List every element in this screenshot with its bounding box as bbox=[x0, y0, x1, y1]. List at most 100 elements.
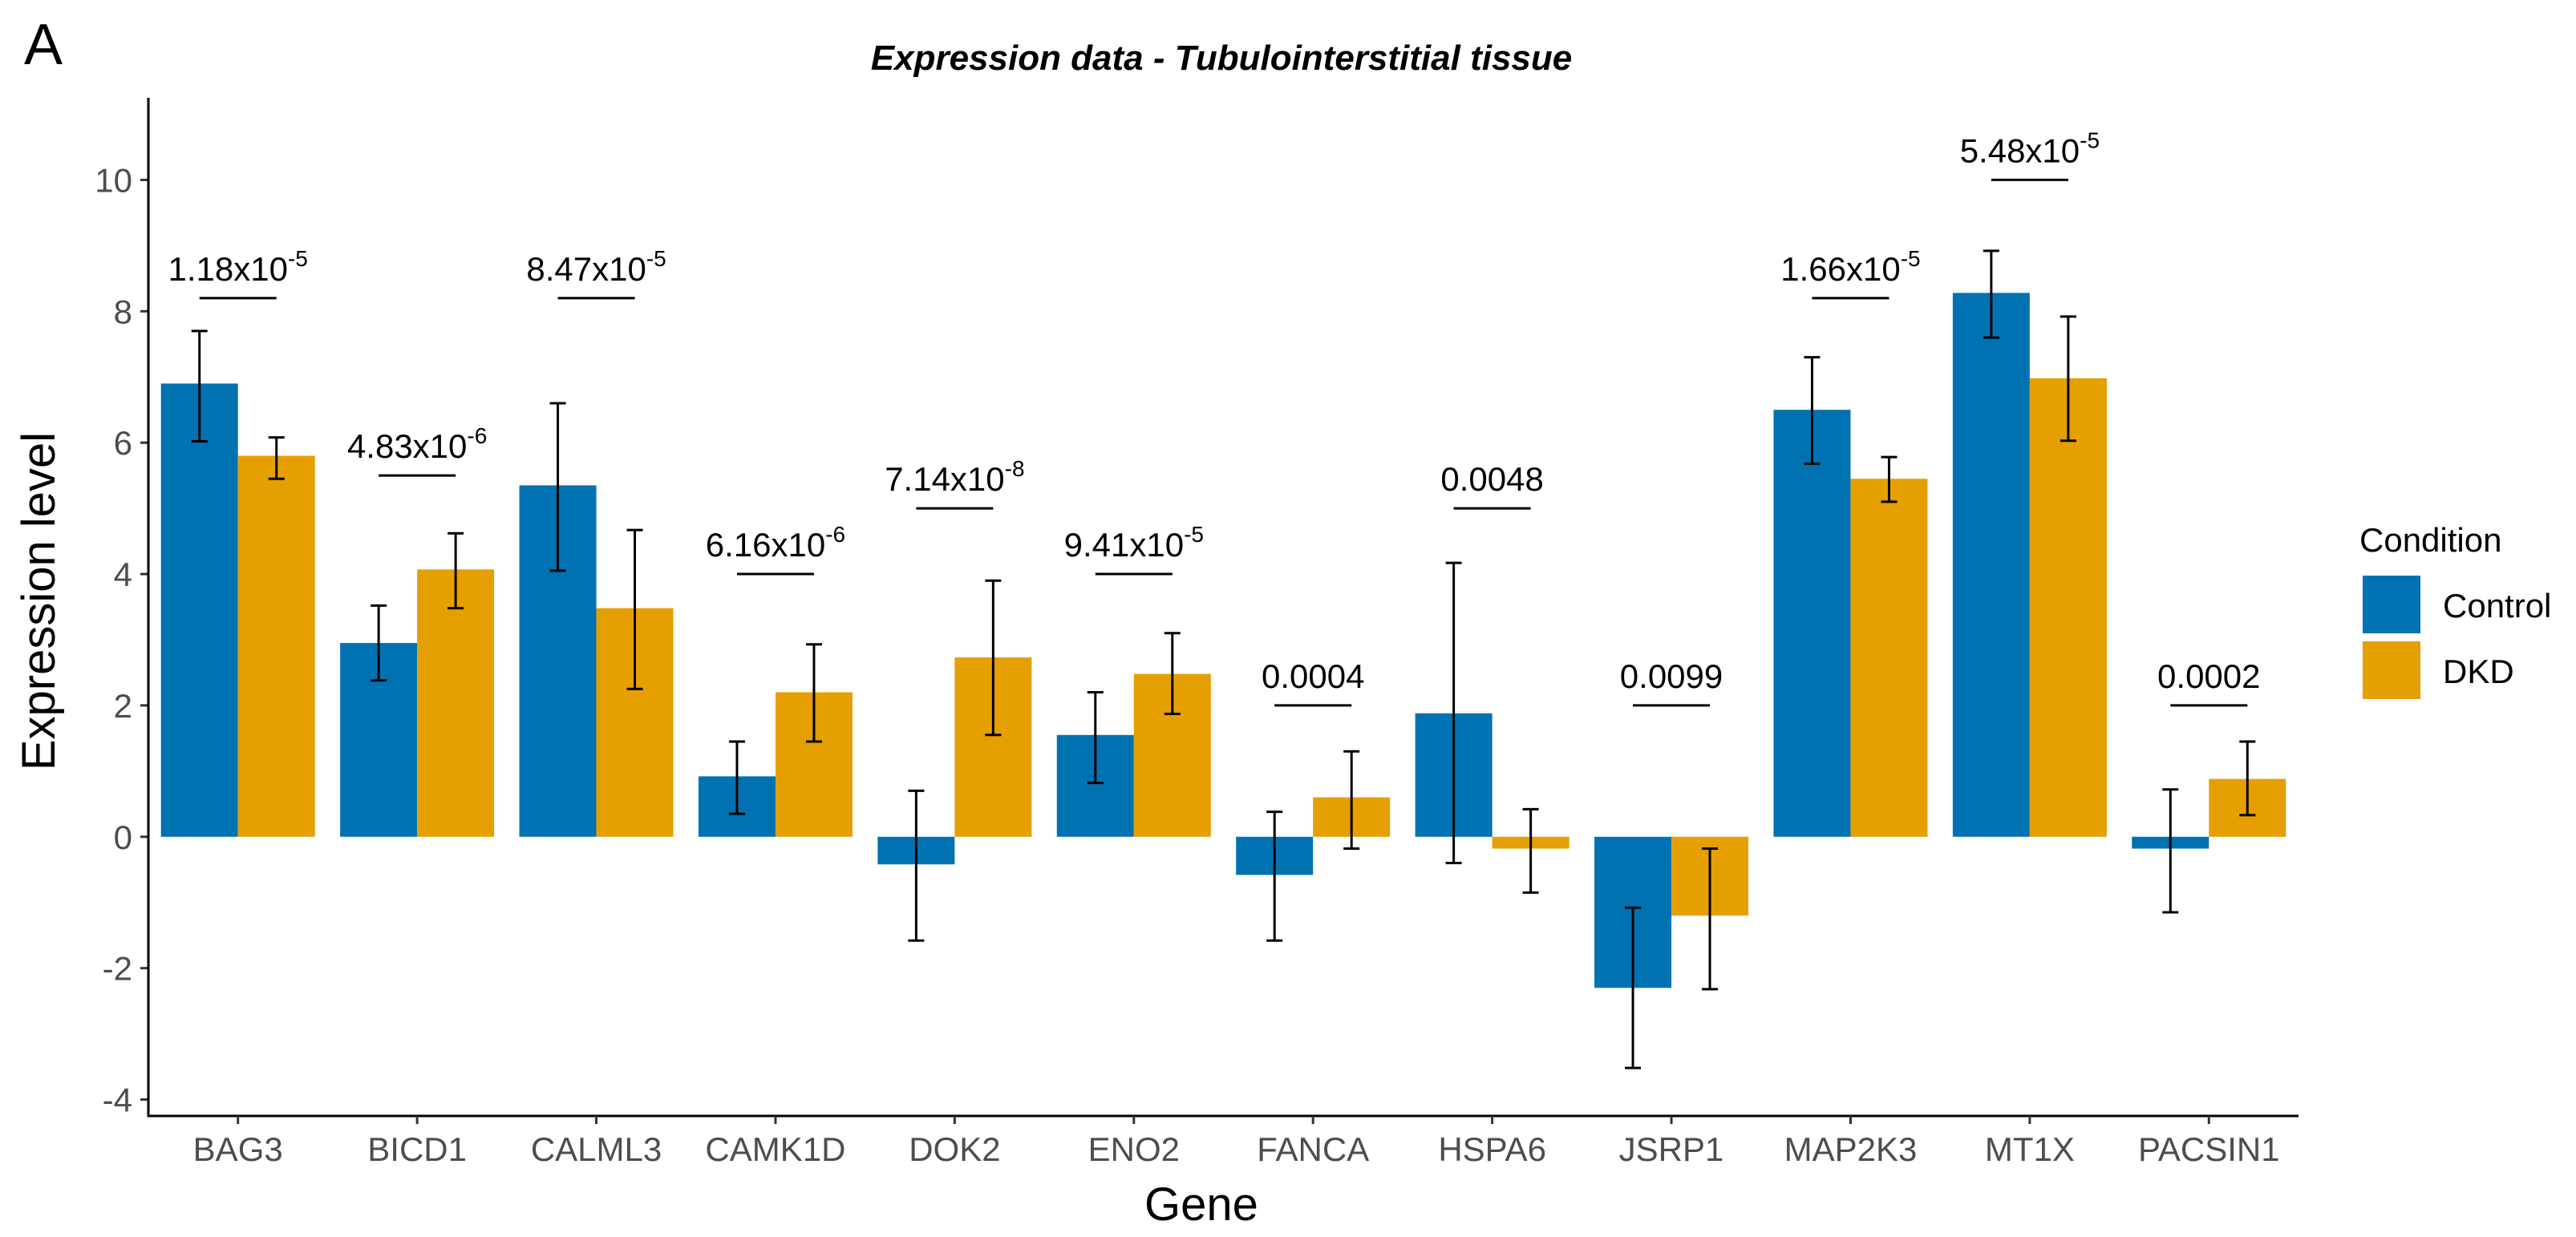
error-bar-dkd-dok2 bbox=[985, 579, 1002, 737]
axes bbox=[147, 98, 2299, 1118]
legend-label-control: Control bbox=[2443, 587, 2551, 625]
pvalue-label: 7.14x10-8 bbox=[885, 456, 1024, 498]
pvalue-base: 0.0099 bbox=[1620, 657, 1723, 695]
error-bar-dkd-pacsin1 bbox=[2239, 740, 2256, 817]
error-bar-control-jsrp1 bbox=[1625, 906, 1642, 1069]
bar-dkd-map2k3 bbox=[1850, 479, 1928, 837]
pvalue-exponent: -6 bbox=[467, 423, 487, 448]
x-tick-label-map2k3: MAP2K3 bbox=[1784, 1130, 1918, 1168]
pvalue-label: 4.83x10-6 bbox=[347, 423, 487, 465]
pvalue-label: 9.41x10-5 bbox=[1064, 522, 1204, 564]
y-tick-label: -2 bbox=[103, 950, 132, 988]
error-bar-control-hspa6 bbox=[1445, 561, 1462, 865]
error-bar-control-pacsin1 bbox=[2162, 788, 2179, 914]
pvalue-exponent: -5 bbox=[288, 246, 308, 271]
error-bar-dkd-bag3 bbox=[268, 436, 285, 480]
error-bar-control-bag3 bbox=[191, 329, 208, 443]
error-bar-dkd-camk1d bbox=[805, 643, 822, 743]
pvalue-calml3: 8.47x10-5 bbox=[526, 246, 666, 300]
error-bar-dkd-fanca bbox=[1343, 750, 1360, 851]
error-bar-control-camk1d bbox=[728, 740, 745, 815]
pvalue-exponent: -5 bbox=[2080, 127, 2100, 152]
y-tick-label: -4 bbox=[103, 1081, 132, 1119]
pvalue-base: 9.41x10 bbox=[1064, 526, 1184, 564]
pvalue-eno2: 9.41x10-5 bbox=[1064, 522, 1204, 576]
pvalue-base: 1.66x10 bbox=[1780, 250, 1900, 288]
bar-dkd-mt1x bbox=[2029, 378, 2107, 837]
bar-control-map2k3 bbox=[1773, 410, 1851, 837]
x-tick-label-mt1x: MT1X bbox=[1985, 1130, 2075, 1168]
pvalue-dok2: 7.14x10-8 bbox=[885, 456, 1025, 510]
x-tick-label-camk1d: CAMK1D bbox=[705, 1130, 845, 1168]
error-bar-dkd-hspa6 bbox=[1522, 807, 1539, 894]
pvalue-exponent: -5 bbox=[1184, 522, 1204, 547]
pvalue-bicd1: 4.83x10-6 bbox=[347, 423, 487, 477]
y-tick-label: 10 bbox=[95, 161, 132, 199]
x-tick-label-jsrp1: JSRP1 bbox=[1619, 1130, 1724, 1168]
bar-control-mt1x bbox=[1952, 293, 2030, 837]
pvalue-base: 8.47x10 bbox=[526, 250, 646, 288]
error-bar-control-bicd1 bbox=[371, 604, 387, 682]
error-bar-dkd-jsrp1 bbox=[1702, 847, 1719, 991]
x-tick-label-dok2: DOK2 bbox=[909, 1130, 1000, 1168]
x-tick-label-calml3: CALML3 bbox=[531, 1130, 662, 1168]
chart-title: Expression data - Tubulointerstitial tis… bbox=[871, 38, 1572, 78]
pvalue-camk1d: 6.16x10-6 bbox=[706, 522, 845, 576]
error-bar-dkd-calml3 bbox=[626, 528, 643, 690]
error-bar-control-mt1x bbox=[1983, 249, 1999, 339]
y-tick-label: 0 bbox=[114, 819, 132, 856]
pvalue-exponent: -6 bbox=[825, 522, 845, 547]
pvalue-label: 0.0002 bbox=[2157, 657, 2260, 695]
error-bar-dkd-map2k3 bbox=[1881, 455, 1898, 503]
x-tick-label-bag3: BAG3 bbox=[193, 1130, 283, 1168]
legend: Condition Control DKD bbox=[2359, 521, 2551, 699]
legend-title: Condition bbox=[2359, 521, 2501, 559]
pvalue-base: 4.83x10 bbox=[347, 427, 467, 465]
pvalue-label: 0.0099 bbox=[1620, 657, 1723, 695]
error-bar-dkd-bicd1 bbox=[448, 532, 464, 610]
pvalue-label: 5.48x10-5 bbox=[1960, 127, 2100, 169]
error-bars bbox=[191, 249, 2256, 1069]
pvalue-exponent: -5 bbox=[1901, 246, 1921, 271]
x-axis-title: Gene bbox=[1144, 1178, 1258, 1231]
bars bbox=[160, 293, 2286, 988]
error-bar-control-dok2 bbox=[908, 789, 925, 942]
y-axis-title: Expression level bbox=[13, 432, 65, 770]
pvalue-exponent: -5 bbox=[646, 246, 666, 271]
error-bar-control-eno2 bbox=[1087, 691, 1104, 785]
y-tick-label: 6 bbox=[114, 424, 132, 462]
pvalue-exponent: -8 bbox=[1005, 456, 1025, 481]
bar-dkd-bag3 bbox=[237, 455, 315, 837]
y-tick-label: 8 bbox=[114, 293, 132, 330]
pvalue-label: 1.66x10-5 bbox=[1780, 246, 1920, 288]
pvalue-label: 1.18x10-5 bbox=[168, 246, 308, 288]
pvalue-hspa6: 0.0048 bbox=[1440, 460, 1544, 510]
error-bar-dkd-mt1x bbox=[2060, 315, 2076, 443]
y-axis-ticks: -4 -2 0 2 4 6 8 10 bbox=[95, 161, 148, 1119]
panel-label: A bbox=[24, 13, 63, 77]
pvalue-base: 0.0004 bbox=[1262, 657, 1364, 695]
significance-annotations: 1.18x10-54.83x10-68.47x10-56.16x10-67.14… bbox=[168, 127, 2261, 707]
x-tick-label-hspa6: HSPA6 bbox=[1438, 1130, 1546, 1168]
pvalue-label: 0.0004 bbox=[1262, 657, 1364, 695]
pvalue-base: 0.0002 bbox=[2157, 657, 2260, 695]
x-axis-ticks: BAG3 BICD1 CALML3 CAMK1D DOK2 ENO2 FANCA HSPA6 J… bbox=[193, 1116, 2280, 1168]
bar-control-bag3 bbox=[160, 383, 238, 837]
pvalue-base: 5.48x10 bbox=[1960, 131, 2080, 169]
x-tick-label-pacsin1: PACSIN1 bbox=[2138, 1130, 2280, 1168]
error-bar-control-calml3 bbox=[549, 402, 566, 572]
pvalue-pacsin1: 0.0002 bbox=[2157, 657, 2261, 707]
error-bar-dkd-eno2 bbox=[1164, 632, 1181, 716]
pvalue-base: 7.14x10 bbox=[885, 460, 1004, 498]
x-tick-label-eno2: ENO2 bbox=[1088, 1130, 1180, 1168]
bar-dkd-bicd1 bbox=[417, 569, 495, 837]
pvalue-label: 8.47x10-5 bbox=[526, 246, 666, 288]
pvalue-map2k3: 1.66x10-5 bbox=[1780, 246, 1921, 300]
pvalue-jsrp1: 0.0099 bbox=[1620, 657, 1723, 707]
pvalue-base: 0.0048 bbox=[1440, 460, 1543, 498]
legend-swatch-control bbox=[2363, 576, 2420, 633]
legend-label-dkd: DKD bbox=[2443, 653, 2514, 690]
pvalue-label: 6.16x10-6 bbox=[706, 522, 845, 564]
error-bar-control-fanca bbox=[1266, 811, 1283, 942]
